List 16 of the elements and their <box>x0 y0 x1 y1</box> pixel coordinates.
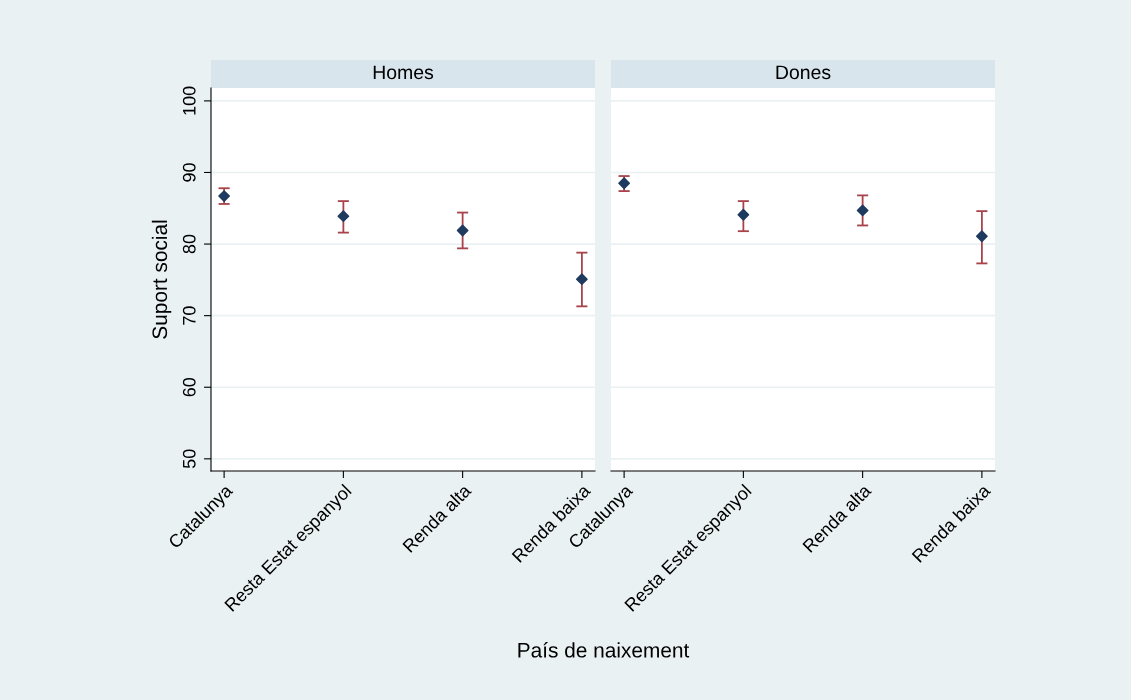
point <box>575 273 588 286</box>
x-axis-title: País de naixement <box>518 642 690 658</box>
y-tick-label: 50 <box>182 449 196 469</box>
point <box>337 210 350 223</box>
y-tick-label: 70 <box>182 306 196 325</box>
point <box>856 204 869 217</box>
chart-title: Dones <box>776 65 831 80</box>
y-tick-label: 100 <box>182 86 196 115</box>
point <box>456 224 469 237</box>
y-tick-label: 60 <box>182 377 196 397</box>
point <box>975 230 988 243</box>
chart-title: Homes <box>373 65 434 80</box>
point <box>737 208 750 221</box>
y-axis-title: Suport social <box>151 220 172 339</box>
y-tick-label: 90 <box>182 163 196 182</box>
y-tick-label: 80 <box>182 234 196 254</box>
